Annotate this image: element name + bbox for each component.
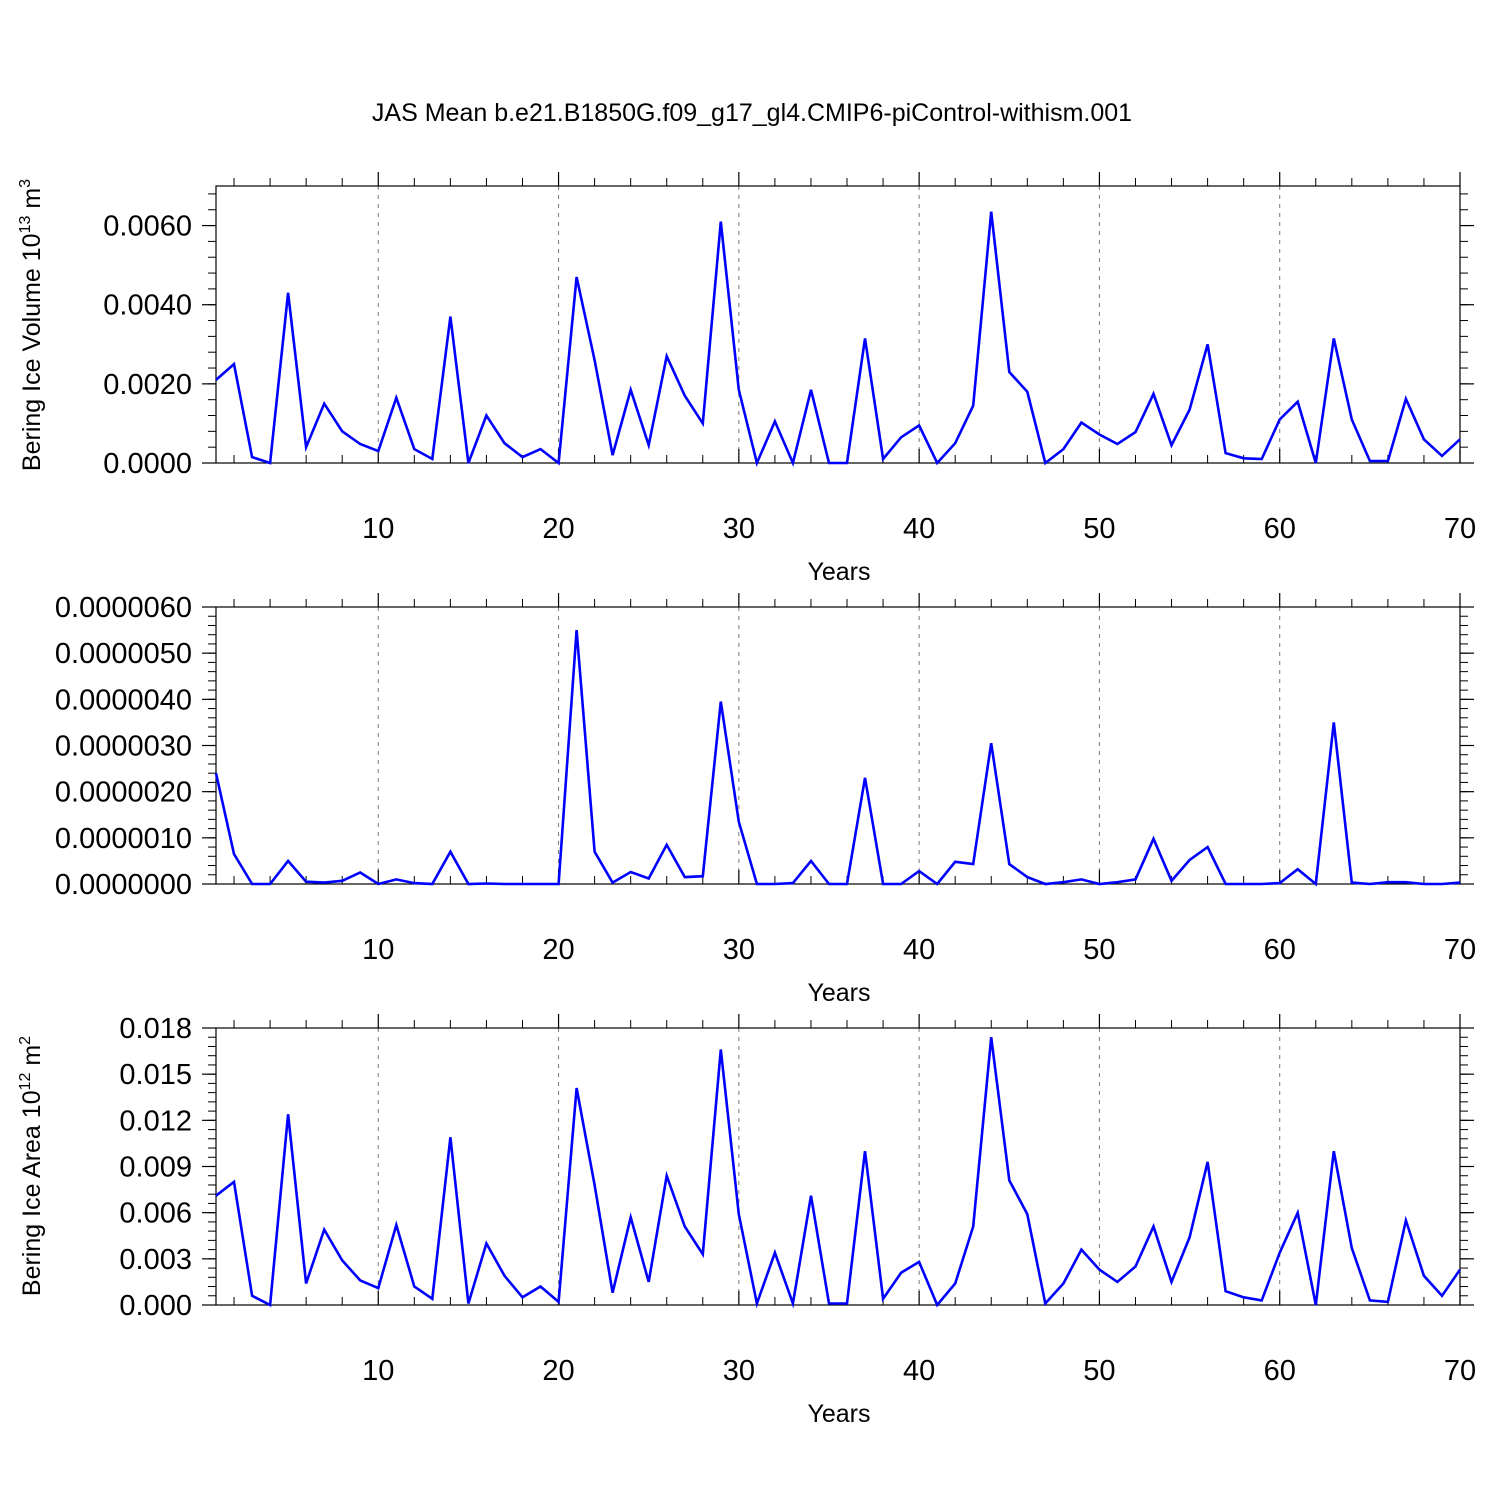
panels: 10 20 30 40 50 60 70 0.0000 0.0020 0.0040 0.0060 Ye… <box>17 172 1476 1428</box>
series-line <box>214 629 1461 887</box>
x-tick-label: 40 <box>903 934 935 966</box>
y-axis-label: Bering Ice Volume 1013 m3 <box>17 179 46 471</box>
panel-3: 10 20 30 40 50 60 70 0.000 0.003 0.006 0.009 0.012 0… <box>17 1013 1476 1428</box>
x-tick-label: 30 <box>723 934 755 966</box>
plot-frame <box>215 1027 1461 1306</box>
series-line <box>215 1037 1462 1309</box>
x-tick-label: 20 <box>542 513 574 545</box>
x-tick-label: 60 <box>1264 934 1296 966</box>
x-tick-label: 40 <box>903 1355 935 1387</box>
x-tick-label: 60 <box>1264 1355 1296 1387</box>
series-line <box>215 211 1461 468</box>
y-tick-label: 0.0020 <box>103 369 192 401</box>
x-tick-label: 20 <box>542 1355 574 1387</box>
x-tick-label: 70 <box>1444 513 1476 545</box>
y-tick-label: 0.018 <box>119 1013 192 1045</box>
panel-2: 10 20 30 40 50 60 70 0.0000000 0.0000010 0.000002… <box>55 592 1476 1007</box>
y-tick-label: 0.000 <box>119 1290 192 1322</box>
x-tick-label: 10 <box>362 934 394 966</box>
y-tick-label: 0.003 <box>119 1244 192 1276</box>
y-tick-label: 0.0000050 <box>55 638 192 670</box>
y-tick-label: 0.012 <box>119 1105 192 1137</box>
plot-frame <box>215 185 1461 464</box>
x-axis-label: Years <box>807 979 870 1007</box>
y-tick-label: 0.0000010 <box>55 823 192 855</box>
y-tick-label: 0.0040 <box>103 290 192 322</box>
x-axis-label: Years <box>807 558 870 586</box>
x-tick-label: 70 <box>1444 934 1476 966</box>
x-axis-label: Years <box>807 1400 870 1428</box>
plot-frame <box>215 606 1461 885</box>
y-tick-label: 0.0000030 <box>55 731 192 763</box>
y-tick-label: 0.0000 <box>103 448 192 480</box>
x-tick-label: 30 <box>723 1355 755 1387</box>
y-tick-label: 0.006 <box>119 1198 192 1230</box>
x-tick-label: 30 <box>723 513 755 545</box>
x-tick-label: 20 <box>542 934 574 966</box>
x-tick-label: 50 <box>1083 1355 1115 1387</box>
y-tick-label: 0.0060 <box>103 211 192 243</box>
y-axis-label: Bering Ice Area 1012 m2 <box>17 1036 46 1296</box>
x-tick-label: 40 <box>903 513 935 545</box>
x-tick-label: 70 <box>1444 1355 1476 1387</box>
y-tick-label: 0.0000060 <box>55 592 192 624</box>
x-tick-label: 10 <box>362 513 394 545</box>
y-tick-label: 0.0000000 <box>55 869 192 901</box>
chart-title: JAS Mean b.e21.B1850G.f09_g17_gl4.CMIP6-… <box>372 99 1132 127</box>
x-tick-label: 50 <box>1083 934 1115 966</box>
x-tick-label: 50 <box>1083 513 1115 545</box>
y-tick-label: 0.0000020 <box>55 777 192 809</box>
panel-1: 10 20 30 40 50 60 70 0.0000 0.0020 0.0040 0.0060 Ye… <box>17 172 1476 586</box>
x-tick-label: 10 <box>362 1355 394 1387</box>
y-tick-label: 0.015 <box>119 1059 192 1091</box>
x-tick-label: 60 <box>1264 513 1296 545</box>
y-tick-label: 0.009 <box>119 1152 192 1184</box>
y-tick-label: 0.0000040 <box>55 684 192 716</box>
